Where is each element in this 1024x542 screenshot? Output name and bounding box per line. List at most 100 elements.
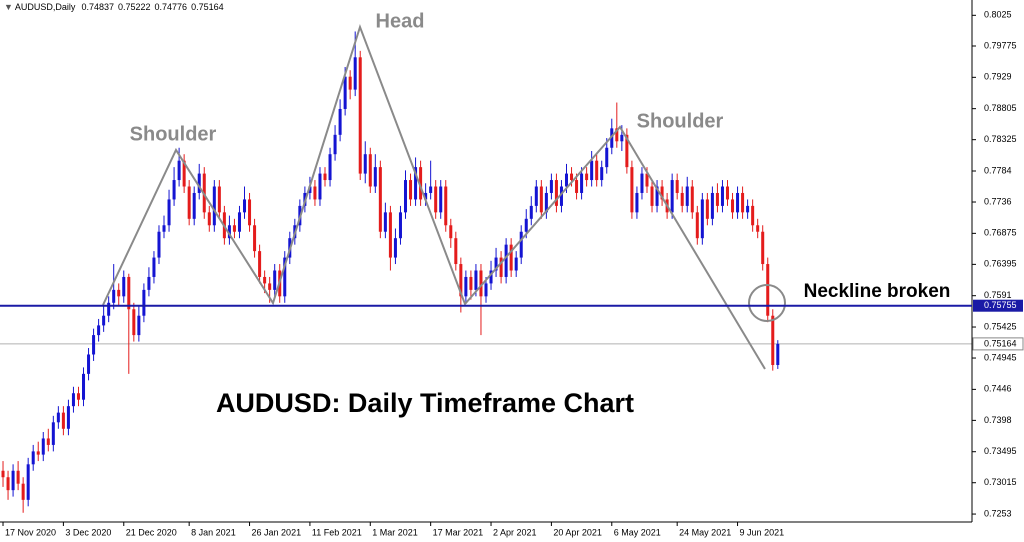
candle-body (393, 238, 397, 258)
plot-grid (0, 14, 976, 526)
candle-body (680, 192, 684, 206)
candle-body (464, 276, 468, 297)
candle-body (444, 186, 448, 226)
candle-body (766, 264, 770, 316)
candle-body (16, 470, 20, 484)
candle-body (248, 199, 252, 226)
candle-body (66, 406, 70, 429)
candle-body (258, 251, 262, 277)
y-tick-label: 0.7398 (984, 415, 1012, 425)
y-tick-label: 0.74945 (984, 352, 1017, 362)
candle-body (439, 186, 443, 213)
x-tick-label: 1 Mar 2021 (372, 527, 418, 537)
candles (1, 31, 780, 513)
last-price-tag (972, 337, 1024, 351)
candle-body (580, 173, 584, 193)
candle-body (177, 160, 181, 181)
y-tick-label: 0.7736 (984, 196, 1012, 206)
candle-body (207, 212, 211, 226)
x-tick-label: 3 Dec 2020 (65, 527, 111, 537)
candle-body (469, 276, 473, 290)
x-tick-label: 21 Dec 2020 (126, 527, 177, 537)
candle-body (509, 244, 513, 271)
candle-body (157, 231, 161, 258)
candle-body (102, 315, 106, 326)
y-tick-label: 0.7784 (984, 165, 1012, 175)
candle-body (610, 128, 614, 148)
header: ▼ AUDUSD,Daily 0.74837 0.75222 0.74776 0.751… (4, 2, 224, 12)
header-symbol: AUDUSD,Daily (15, 2, 76, 12)
candle-body (217, 186, 221, 213)
header-open: 0.74837 (81, 2, 114, 12)
candle-body (705, 199, 709, 219)
candle-body (97, 325, 101, 336)
candle-body (323, 173, 327, 181)
candle-body (776, 343, 780, 366)
x-tick-label: 8 Jan 2021 (191, 527, 236, 537)
candle-body (559, 186, 563, 206)
candle-body (182, 160, 186, 187)
candle-body (570, 173, 574, 181)
candle-body (273, 270, 277, 290)
header-close: 0.75164 (191, 2, 224, 12)
candle-body (112, 289, 116, 303)
candle-body (575, 180, 579, 193)
neckline-tag (973, 299, 1023, 312)
candle-body (544, 192, 548, 213)
candle-body (554, 180, 558, 206)
y-tick-label: 0.76395 (984, 259, 1017, 269)
neckline-note: Neckline broken (804, 281, 951, 302)
candle-body (152, 257, 156, 277)
candle-body (650, 186, 654, 206)
y-tick-label: 0.78805 (984, 103, 1017, 113)
candle-body (725, 186, 729, 200)
y-tick-label: 0.73015 (984, 477, 1017, 487)
x-tick-label: 20 Apr 2021 (553, 527, 602, 537)
candle-body (685, 186, 689, 206)
candle-body (590, 160, 594, 181)
candle-body (172, 180, 176, 200)
candle-body (87, 354, 91, 374)
candle-body (167, 199, 171, 226)
candle-body (117, 289, 121, 297)
candle-body (373, 167, 377, 187)
candle-body (434, 186, 438, 213)
last-price-label: 0.75164 (984, 338, 1017, 348)
candle-body (715, 192, 719, 206)
candle-body (127, 276, 131, 310)
x-tick-label: 24 May 2021 (679, 527, 731, 537)
candle-body (741, 192, 745, 213)
candle-body (1, 470, 5, 478)
candle-body (620, 134, 624, 142)
candle-body (756, 225, 760, 232)
caption: AUDUSD: Daily Timeframe Chart (216, 388, 634, 418)
candle-body (499, 257, 503, 277)
candle-body (534, 186, 538, 206)
candle-body (761, 231, 765, 265)
break-circle (748, 284, 786, 322)
candle-body (232, 225, 236, 232)
candle-body (514, 257, 518, 271)
candle-body (263, 276, 267, 284)
y-tick-label: 0.8025 (984, 10, 1012, 20)
candle-body (564, 173, 569, 187)
candle-body (283, 257, 287, 297)
candle-body (132, 309, 136, 336)
candle-body (746, 205, 750, 213)
header-low: 0.74776 (155, 2, 188, 12)
candle-body (56, 412, 60, 423)
candle-body (31, 451, 35, 465)
y-tick-label: 0.75425 (984, 321, 1017, 331)
candle-body (670, 180, 674, 213)
candle-body (383, 212, 387, 232)
candle-body (710, 192, 714, 219)
candle-body (142, 289, 146, 316)
candle-body (61, 412, 65, 429)
candle-body (92, 335, 96, 355)
x-tick-label: 17 Mar 2021 (433, 527, 484, 537)
x-tick-label: 9 Jun 2021 (740, 527, 785, 537)
candle-body (489, 270, 493, 284)
